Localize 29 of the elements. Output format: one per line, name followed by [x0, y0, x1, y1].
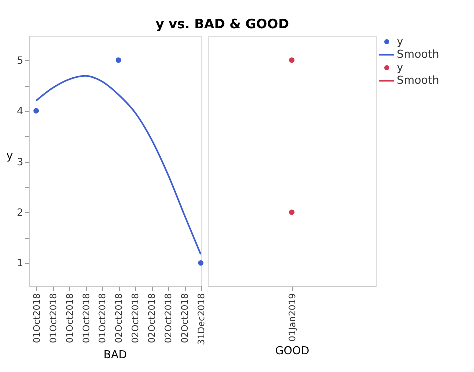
legend-label: Smooth	[397, 74, 440, 87]
legend-label: y	[397, 61, 404, 74]
y-axis-title: y	[6, 150, 14, 162]
x-tick-label: 01Oct2018	[66, 293, 76, 344]
y-tick-label: 3	[17, 157, 24, 168]
x-tick-label: 31Dec2018	[198, 293, 208, 346]
point	[198, 260, 204, 266]
line-series	[36, 75, 202, 256]
point	[34, 108, 40, 114]
x-tick-label: 01Oct2018	[98, 293, 109, 344]
x-tick-label: 02Oct2018	[132, 293, 142, 344]
x-tick-label: 02Oct2018	[164, 293, 175, 344]
y-tick-label: 5	[17, 56, 24, 67]
y-tick-label: 1	[17, 258, 24, 270]
x-tick-label: 02Oct2018	[148, 293, 158, 344]
point	[116, 58, 122, 64]
x-axis-title: GOOD	[275, 344, 310, 358]
x-tick-label: 01Oct2018	[82, 293, 92, 344]
chart-title: y vs. BAD & GOOD	[156, 18, 290, 32]
x-tick-label: 01Jan2019	[288, 293, 298, 342]
x-tick-label: 02Oct2018	[115, 293, 126, 344]
y-tick-label: 2	[17, 208, 24, 219]
legend-label: y	[397, 35, 404, 48]
legend-label: Smooth	[397, 48, 440, 61]
x-tick-label: 01Oct2018	[49, 293, 60, 344]
x-axis-title: BAD	[104, 348, 128, 362]
x-tick-label: 01Oct2018	[32, 293, 43, 344]
y-tick-label: 4	[17, 106, 24, 118]
x-tick-label: 02Oct2018	[181, 293, 192, 344]
